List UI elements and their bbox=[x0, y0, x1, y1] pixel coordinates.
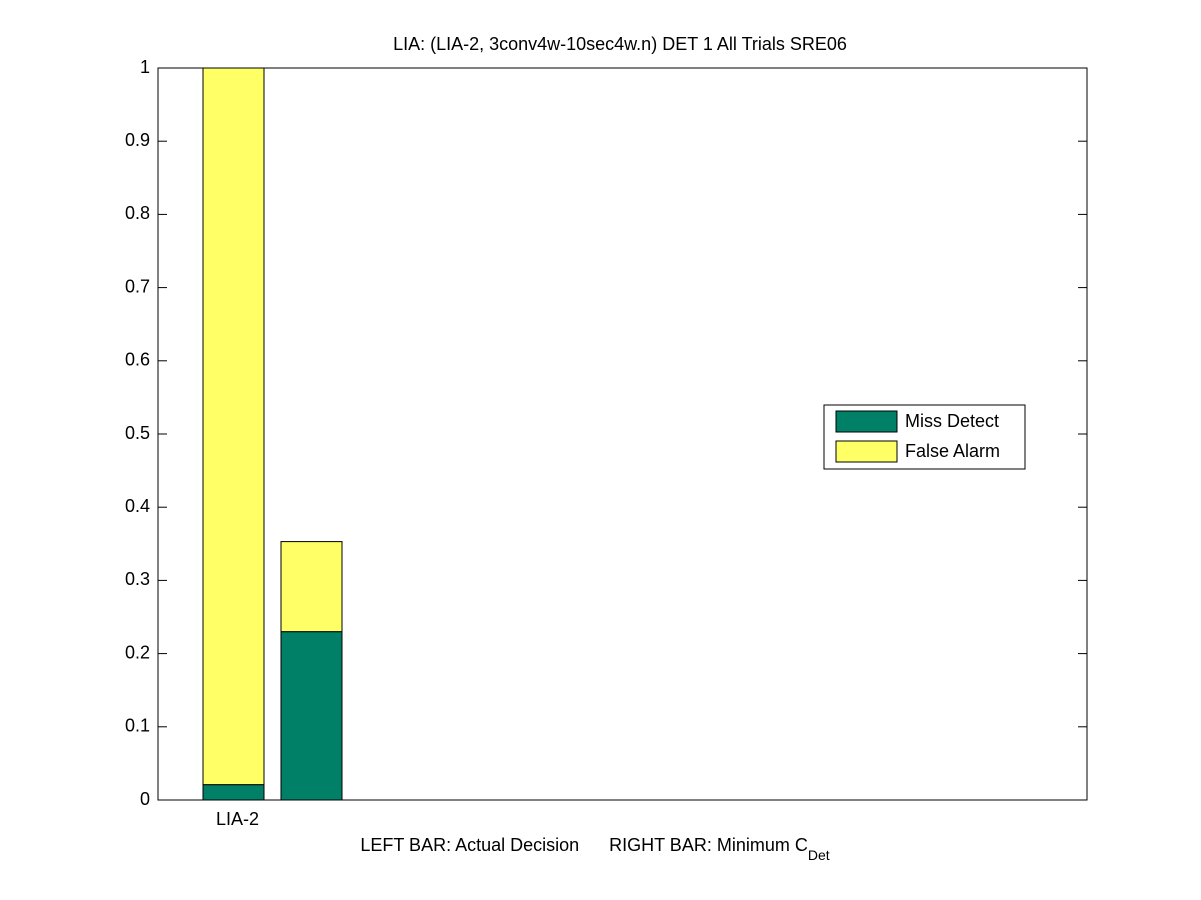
x-tick-label: LIA-2 bbox=[216, 809, 259, 829]
y-tick-label: 0.1 bbox=[125, 716, 150, 736]
x-label-subscript: Det bbox=[808, 847, 830, 863]
bar-segment bbox=[280, 541, 343, 633]
bar-segment bbox=[280, 631, 343, 801]
y-tick-label: 0.6 bbox=[125, 350, 150, 370]
x-axis-label: LEFT BAR: Actual Decision RIGHT BAR: Mini… bbox=[360, 835, 829, 863]
y-tick-label: 0.9 bbox=[125, 130, 150, 150]
y-tick-label: 1 bbox=[140, 57, 150, 77]
bar-segment bbox=[202, 784, 265, 801]
legend-label: Miss Detect bbox=[905, 411, 999, 431]
legend-swatch bbox=[835, 440, 898, 463]
y-tick-label: 0.3 bbox=[125, 569, 150, 589]
y-tick-label: 0.5 bbox=[125, 423, 150, 443]
x-label-right: RIGHT BAR: Minimum C bbox=[609, 835, 808, 855]
y-tick-label: 0.2 bbox=[125, 642, 150, 662]
y-tick-label: 0.8 bbox=[125, 203, 150, 223]
legend-label: False Alarm bbox=[905, 441, 1000, 461]
y-tick-label: 0 bbox=[140, 789, 150, 809]
bar-segment bbox=[202, 67, 265, 786]
chart-title: LIA: (LIA-2, 3conv4w-10sec4w.n) DET 1 Al… bbox=[393, 34, 847, 54]
legend-swatch bbox=[835, 410, 898, 433]
y-tick-label: 0.4 bbox=[125, 496, 150, 516]
x-label-left: LEFT BAR: Actual Decision bbox=[360, 835, 579, 855]
y-tick-label: 0.7 bbox=[125, 276, 150, 296]
